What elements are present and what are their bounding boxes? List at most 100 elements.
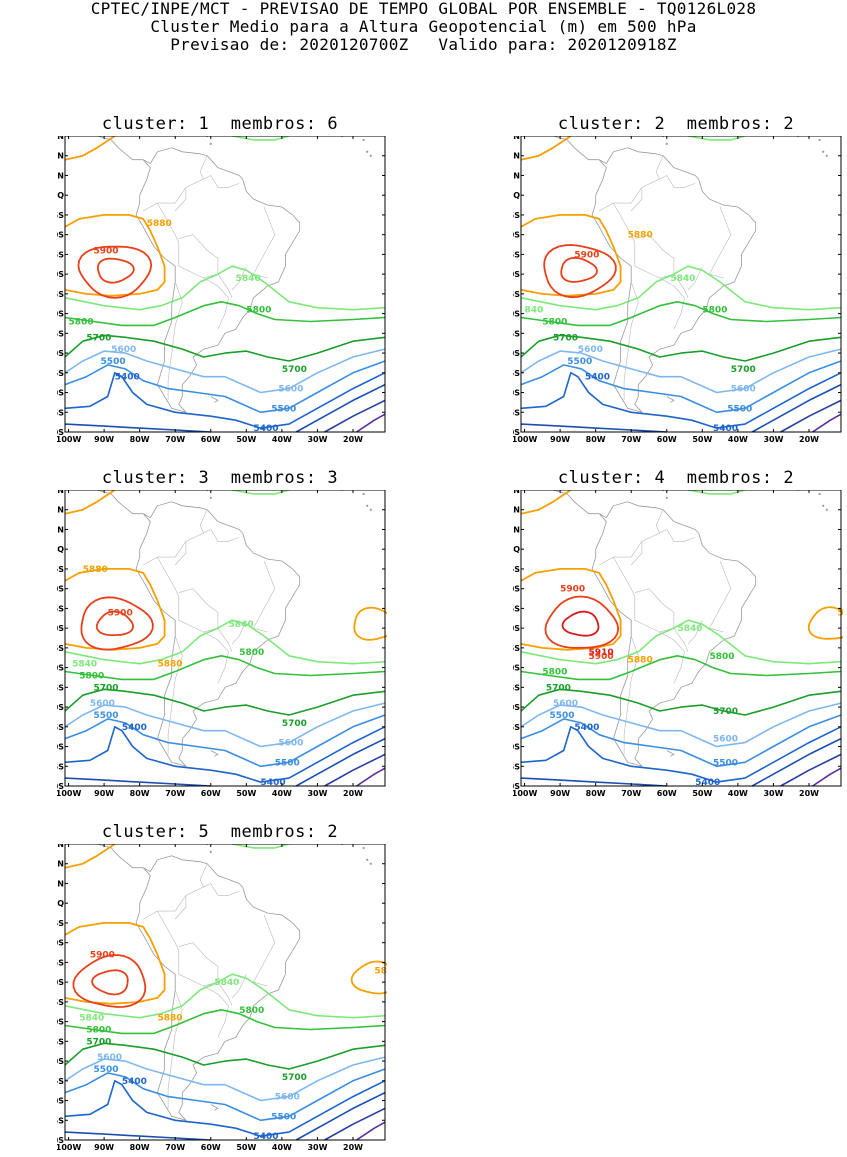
- lon-label: 50W: [236, 1143, 256, 1152]
- country-border: [673, 627, 689, 652]
- contour-label-5700: 5700: [282, 365, 307, 375]
- lat-label: 35S: [513, 329, 520, 338]
- island: [366, 858, 369, 861]
- contour-label-5600: 5600: [278, 739, 303, 749]
- lon-label: 90W: [550, 789, 570, 798]
- contour-label-5500: 5500: [275, 758, 300, 768]
- coastline: [96, 490, 144, 515]
- contour-5800: [64, 1009, 386, 1035]
- country-border: [143, 175, 211, 212]
- country-border: [673, 273, 689, 298]
- contour-5400: [520, 726, 842, 783]
- lat-label: 15N: [57, 490, 64, 495]
- lat-label: 30S: [513, 664, 520, 673]
- lat-label: EQ: [57, 899, 64, 908]
- contour-5600: [64, 1056, 386, 1102]
- lon-label: 60W: [201, 435, 221, 444]
- contour-label-5800: 5800: [239, 648, 264, 658]
- country-border: [252, 914, 276, 987]
- island: [366, 504, 369, 507]
- lat-label: 10N: [513, 152, 520, 161]
- lon-label: 20W: [343, 789, 363, 798]
- contour-label-5400: 5400: [713, 424, 738, 434]
- cluster-panel-2: cluster: 2 membros: 2 5900 5880 5840 840 580…: [513, 114, 842, 444]
- contour-label-5880: 5880: [157, 1014, 182, 1024]
- island: [210, 750, 219, 757]
- lat-label: 40S: [57, 1057, 64, 1066]
- island: [209, 850, 212, 853]
- coastline: [135, 147, 301, 414]
- island: [362, 492, 365, 496]
- plot-frame: [64, 844, 386, 1141]
- contour-5100: [356, 767, 386, 787]
- panel-title: cluster: 1 membros: 6: [101, 114, 339, 134]
- island: [665, 142, 668, 145]
- contour-5900: [97, 257, 135, 284]
- contour-label-5800: 5800: [542, 668, 567, 678]
- contour-label-5500: 5500: [549, 711, 574, 721]
- lat-label: 50S: [513, 389, 520, 398]
- contour-5300: [520, 777, 667, 787]
- lon-label: 100W: [513, 435, 537, 444]
- contour-5400: [520, 372, 842, 429]
- island: [369, 154, 372, 157]
- lon-label: 100W: [57, 1143, 81, 1152]
- contour-label-5600: 5600: [275, 1093, 300, 1103]
- contour-map: 5900588058405800580057005700560056005500…: [57, 136, 386, 444]
- country-border: [708, 560, 732, 633]
- lat-label: EQ: [57, 545, 64, 554]
- country-border: [613, 556, 675, 633]
- country-border: [203, 277, 229, 330]
- contour-label-5400: 5400: [115, 373, 140, 383]
- lat-label: 15S: [57, 250, 64, 259]
- contour-label-5700: 5700: [731, 365, 756, 375]
- lon-label: 40W: [272, 1143, 292, 1152]
- contour-label-5400: 5400: [585, 373, 610, 383]
- country-border: [666, 529, 696, 542]
- lat-label: 25S: [57, 998, 64, 1007]
- contour-label-5500: 5500: [727, 404, 752, 414]
- island: [209, 142, 212, 145]
- country-border: [210, 883, 240, 896]
- lat-label: 15N: [513, 490, 520, 495]
- contour-5300: [64, 423, 211, 433]
- lon-label: 30W: [763, 435, 783, 444]
- lat-label: 20S: [513, 624, 520, 633]
- lon-label: 100W: [513, 789, 537, 798]
- lon-label: 60W: [201, 1143, 221, 1152]
- country-border: [252, 560, 276, 633]
- lat-label: 55S: [57, 762, 64, 771]
- contour-5700: [520, 334, 842, 362]
- contour-label-5840: 5840: [670, 274, 695, 284]
- contour-label-840: 840: [525, 306, 544, 316]
- lat-label: 60S: [57, 782, 64, 791]
- contour-label-5900: 5900: [574, 250, 599, 260]
- lat-label: 50S: [513, 743, 520, 752]
- contour-label-5700: 5700: [86, 333, 111, 343]
- contour-label-5400: 5400: [253, 1132, 278, 1142]
- contour-5500: [64, 1068, 386, 1122]
- plot-area: [521, 136, 841, 432]
- lat-label: 60S: [513, 428, 520, 437]
- lat-label: 10N: [57, 860, 64, 869]
- island: [366, 150, 369, 153]
- lat-label: 20S: [513, 270, 520, 279]
- lat-label: 5S: [57, 565, 64, 574]
- contour-5840: [64, 973, 386, 1019]
- contour-5880: [350, 960, 387, 995]
- island: [209, 496, 212, 499]
- lat-label: 20S: [57, 978, 64, 987]
- contour-label-5900: 5900: [108, 608, 133, 618]
- lon-label: 50W: [236, 435, 256, 444]
- contour-label-5700: 5700: [553, 333, 578, 343]
- contour-label-5500: 5500: [567, 357, 592, 367]
- contour-label-5880: 5880: [628, 656, 653, 666]
- lon-label: 90W: [94, 1143, 114, 1152]
- lat-label: 10N: [57, 152, 64, 161]
- lat-label: 30S: [57, 1018, 64, 1027]
- contour-5200: [324, 753, 386, 787]
- island: [825, 154, 828, 157]
- contour-label-5880: 5880: [374, 966, 387, 976]
- lon-label: 100W: [57, 789, 81, 798]
- lat-label: 10S: [57, 939, 64, 948]
